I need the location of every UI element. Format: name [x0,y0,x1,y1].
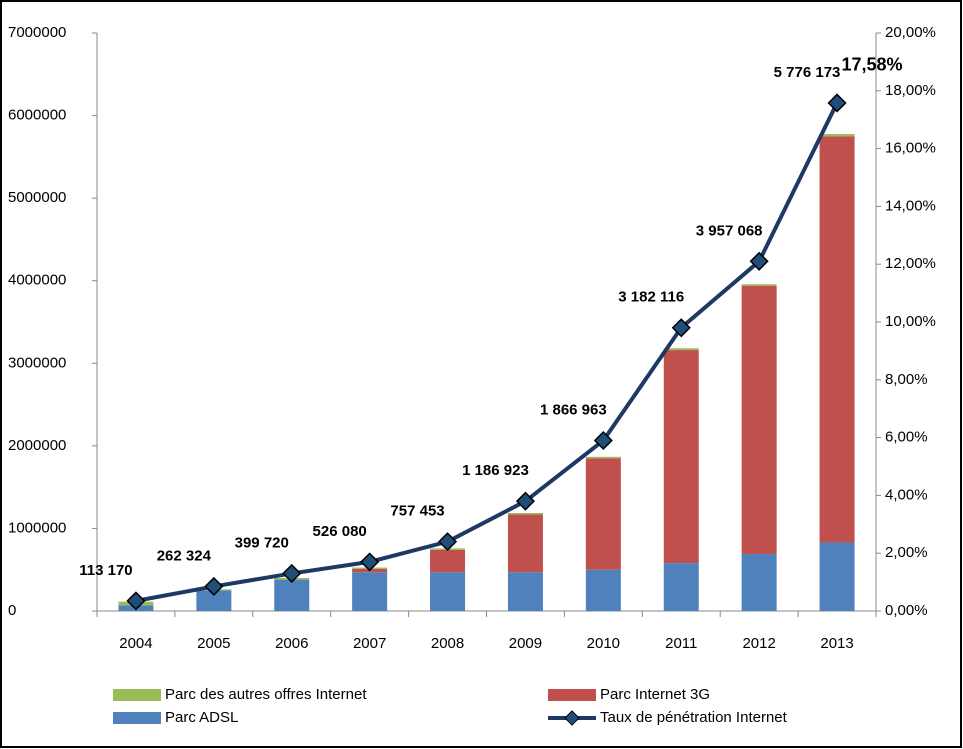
y2-tick-label: 10,00% [885,313,936,330]
legend-label: Taux de pénétration Internet [600,709,788,726]
line-marker [749,251,769,271]
data-label: 757 453 [390,503,444,520]
bar-segment [663,350,699,564]
data-label: 1 186 923 [462,462,529,479]
line-marker [282,563,302,583]
y2-tick-label: 12,00% [885,255,936,272]
line-marker [360,552,380,572]
y2-tick-label: 14,00% [885,197,936,214]
bar-segment [274,579,310,611]
legend-label: Parc ADSL [165,709,238,726]
legend-swatch [548,689,596,701]
y-tick-label: 0 [8,602,16,619]
line-marker [126,591,146,611]
bar-segment [819,136,855,543]
data-label: 5 776 173 [774,64,841,81]
y2-tick-label: 20,00% [885,24,936,41]
legend-swatch [113,689,161,701]
line-marker [593,430,613,451]
y-tick-label: 2000000 [8,437,66,454]
bar-segment [507,514,543,573]
bar-segment [507,572,543,611]
y-tick-label: 6000000 [8,107,66,124]
x-tick-label: 2012 [742,635,775,652]
data-label: 113 170 [79,562,132,579]
y2-tick-label: 2,00% [885,544,928,561]
x-tick-label: 2010 [587,635,620,652]
y2-tick-label: 16,00% [885,140,936,157]
legend-label: Parc Internet 3G [600,686,710,703]
y2-tick-label: 0,00% [885,602,928,619]
line-marker [515,491,535,511]
bar-segment [196,590,232,611]
y2-tick-label: 8,00% [885,371,928,388]
bar-segment [585,458,621,570]
line [135,102,839,603]
value-label: 17,58% [842,55,903,75]
bar-segment [819,134,855,137]
bar-segment [507,512,543,515]
y-tick-label: 3000000 [8,354,66,371]
data-label: 526 080 [313,523,367,540]
bar-segment [585,456,621,459]
bar-segment [741,285,777,555]
legend-label: Parc des autres offres Internet [165,686,367,703]
data-label: 1 866 963 [540,401,607,418]
bar-segment [352,572,388,611]
data-label: 399 720 [235,534,289,551]
x-tick-label: 2004 [119,635,152,652]
x-tick-label: 2011 [665,635,697,652]
y2-tick-label: 18,00% [885,82,936,99]
y-tick-label: 1000000 [8,519,66,536]
y2-tick-label: 4,00% [885,486,928,503]
bar-segment [741,554,777,611]
x-tick-label: 2005 [197,635,230,652]
y-tick-label: 5000000 [8,189,66,206]
x-tick-label: 2006 [275,635,308,652]
line-marker [438,532,458,552]
line-marker [827,93,847,113]
y-tick-label: 7000000 [8,24,66,41]
bar-segment [663,563,699,611]
legend-swatch [113,712,161,724]
x-tick-label: 2013 [820,635,853,652]
y-tick-label: 4000000 [8,272,66,289]
bar-segment [741,284,777,286]
legend-marker [564,710,580,726]
x-tick-label: 2007 [353,635,386,652]
y2-tick-label: 6,00% [885,429,928,446]
line-marker [671,318,691,338]
data-label: 3 182 116 [618,289,684,306]
line-marker [204,576,224,596]
x-tick-label: 2008 [431,635,464,652]
data-label: 3 957 068 [696,222,763,239]
bar-segment [663,348,699,351]
x-tick-label: 2009 [509,635,542,652]
bar-segment [585,569,621,611]
bar-segment [819,542,855,611]
bar-segment [430,572,466,611]
bar-segment [430,549,466,573]
data-label: 262 324 [157,547,212,564]
